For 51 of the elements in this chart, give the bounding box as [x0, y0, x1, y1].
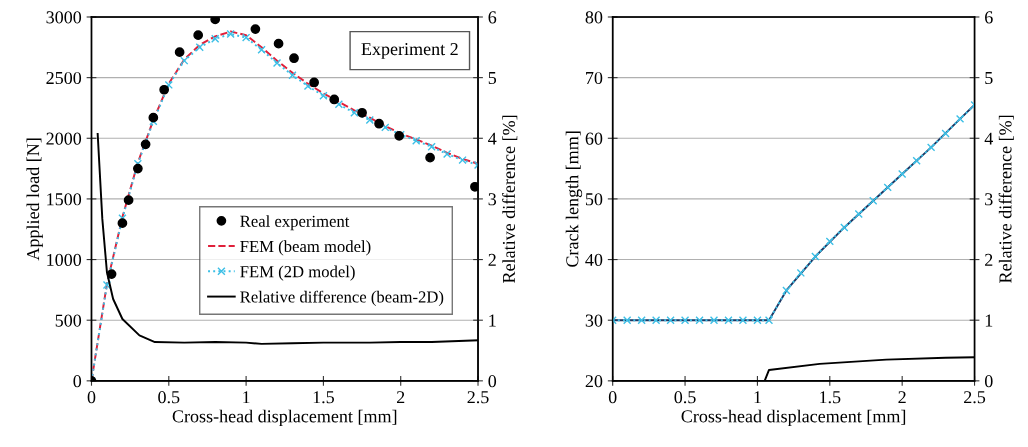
y-tick-label: 60	[585, 132, 603, 145]
x-tick-label: 1	[754, 391, 761, 404]
legend-label: Relative difference (beam-2D)	[240, 290, 444, 306]
y2-tick-label: 5	[985, 72, 993, 85]
y-tick-label: 1500	[47, 193, 82, 206]
x-tick-label: 0	[87, 391, 96, 404]
y-tick-label: 0	[73, 375, 82, 388]
y2-axis-title: Relative difference [%]	[502, 115, 518, 283]
annotation: Experiment 2	[361, 43, 458, 59]
y-tick-label: 80	[585, 11, 603, 24]
y2-tick-label: 0	[488, 375, 497, 388]
y2-tick-label: 6	[488, 11, 497, 24]
y2-tick-label: 4	[984, 132, 994, 145]
y2-tick-label: 3	[488, 193, 497, 206]
y2-tick-label: 3	[985, 193, 993, 206]
legend-label: Real experiment	[240, 215, 350, 231]
y-tick-label: 500	[55, 314, 82, 327]
legend-label: FEM (beam model)	[240, 240, 371, 256]
y-axis-title: Applied load [N]	[26, 138, 43, 261]
y-tick-label: 40	[585, 253, 603, 266]
x-tick-label: 1	[243, 391, 250, 404]
y-tick-label: 30	[585, 314, 603, 327]
y2-tick-label: 6	[985, 11, 993, 24]
y-tick-label: 70	[586, 71, 603, 85]
legend-label: FEM (2D model)	[240, 265, 355, 281]
y-tick-label: 1000	[47, 253, 82, 266]
y2-tick-label: 1	[489, 314, 496, 327]
y-tick-label: 20	[585, 375, 603, 388]
y2-tick-label: 2	[488, 253, 496, 266]
y2-tick-label: 0	[984, 375, 993, 388]
x-axis-title: Cross-head displacement [mm]	[172, 409, 397, 427]
y2-tick-label: 2	[985, 253, 993, 266]
y2-tick-label: 5	[488, 72, 497, 85]
x-tick-label: 1.5	[820, 391, 841, 404]
y2-axis-title: Relative difference [%]	[998, 115, 1014, 283]
y-tick-label: 50	[585, 193, 603, 206]
y-tick-label: 2500	[46, 71, 82, 85]
y2-tick-label: 1	[985, 314, 993, 327]
x-tick-label: 2.5	[467, 391, 489, 404]
x-tick-label: 0.5	[158, 391, 180, 404]
y-tick-label: 2000	[46, 132, 82, 145]
x-tick-label: 1.5	[313, 391, 334, 404]
x-tick-label: 2	[396, 391, 405, 404]
x-tick-label: 2	[898, 391, 906, 404]
x-axis-title: Cross-head displacement [mm]	[681, 409, 906, 427]
y-axis-title: Crack length [mm]	[565, 131, 583, 267]
y2-tick-label: 4	[488, 132, 497, 145]
y-tick-label: 3000	[46, 11, 82, 24]
x-tick-label: 2.5	[964, 391, 986, 404]
x-tick-label: 0	[608, 391, 617, 404]
x-tick-label: 0.5	[674, 391, 696, 404]
